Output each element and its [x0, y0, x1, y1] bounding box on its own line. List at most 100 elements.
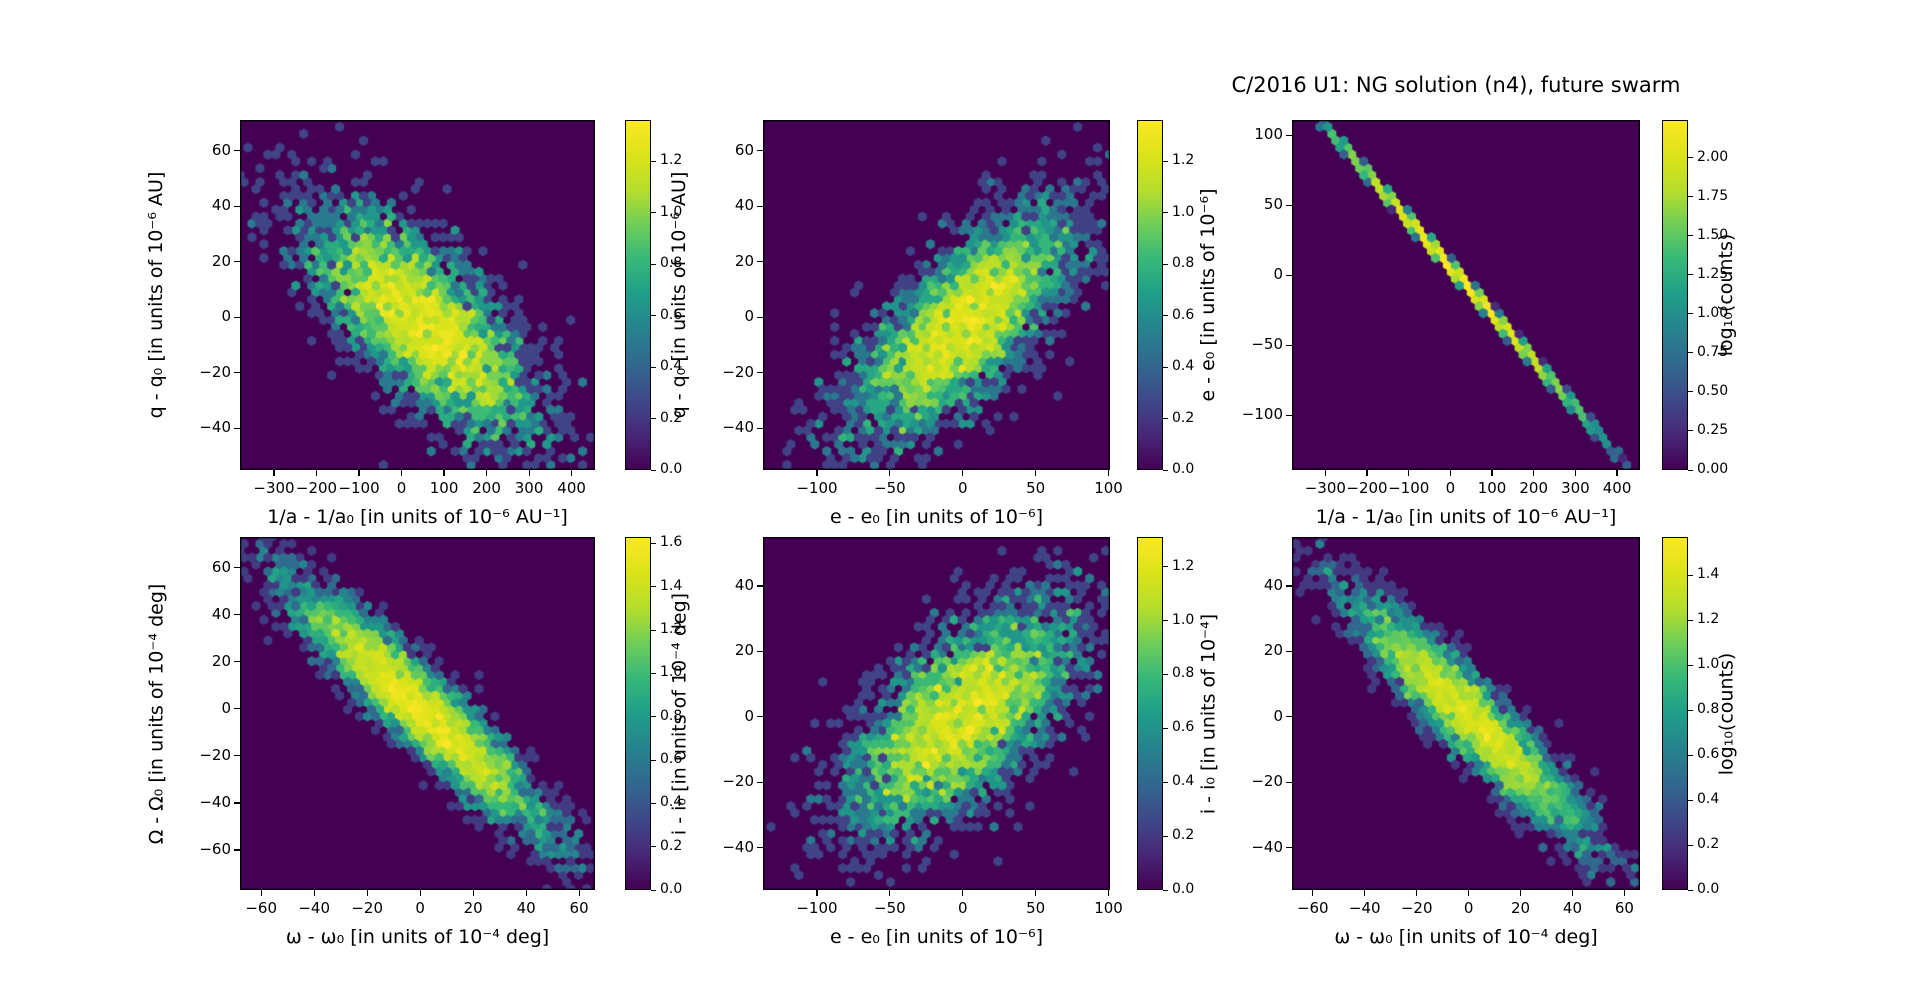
hexbin-plot-bottom-right — [1292, 537, 1640, 890]
y-tick-mark — [234, 614, 240, 616]
y-tick-label: −20 — [1251, 772, 1283, 791]
colorbar-tick-label: 2.00 — [1697, 148, 1729, 165]
colorbar-tick-mark — [1688, 889, 1693, 891]
y-tick-mark — [234, 661, 240, 663]
x-axis-label: e - e₀ [in units of 10⁻⁶] — [829, 926, 1044, 948]
x-tick-label: 20 — [463, 899, 483, 917]
x-tick-label: 0 — [1463, 899, 1474, 917]
x-tick-label: −50 — [874, 479, 906, 497]
colorbar-tick-mark — [651, 759, 656, 761]
x-tick-label: 300 — [514, 479, 544, 497]
y-tick-mark — [1286, 585, 1292, 587]
x-tick-mark — [400, 470, 403, 476]
y-tick-label: 40 — [211, 196, 231, 215]
y-tick-mark — [1286, 414, 1292, 416]
colorbar-tick-mark — [1688, 352, 1693, 354]
y-tick-label: −20 — [199, 362, 231, 381]
x-tick-label: 0 — [415, 899, 425, 917]
colorbar-tick-label: 0.4 — [1172, 773, 1195, 790]
y-tick-mark — [757, 781, 763, 783]
x-tick-label: 40 — [516, 899, 536, 917]
colorbar-tick-label: 0.4 — [1697, 791, 1720, 808]
x-tick-label: −100 — [796, 899, 838, 917]
hexbin-plot-bottom-middle — [763, 537, 1110, 890]
colorbar-tick-label: 1.0 — [1172, 203, 1195, 220]
x-axis-label: e - e₀ [in units of 10⁻⁶] — [829, 506, 1044, 528]
colorbar-tick-label: 0.8 — [1697, 701, 1720, 718]
y-tick-label: 0 — [744, 307, 754, 326]
colorbar-tick-mark — [1163, 469, 1168, 471]
colorbar-tick-label: 0.75 — [1697, 343, 1729, 360]
x-tick-label: −100 — [796, 479, 838, 497]
figure-title: C/2016 U1: NG solution (n4), future swar… — [1231, 73, 1681, 97]
y-tick-mark — [757, 585, 763, 587]
colorbar-tick-mark — [1163, 781, 1168, 783]
colorbar-tick-mark — [1688, 799, 1693, 801]
y-tick-label: 20 — [734, 251, 754, 270]
x-tick-mark — [358, 470, 360, 476]
colorbar-tick-label: 0.00 — [1697, 461, 1729, 477]
x-tick-mark — [1623, 890, 1625, 896]
y-tick-mark — [1286, 781, 1292, 783]
x-tick-mark — [443, 470, 445, 476]
colorbar-tick-mark — [651, 469, 656, 471]
x-tick-mark — [1107, 890, 1110, 896]
y-tick-label: −20 — [722, 772, 754, 791]
x-tick-mark — [315, 470, 318, 476]
y-tick-mark — [1286, 274, 1292, 276]
colorbar-tick-mark — [1163, 366, 1168, 368]
x-tick-mark — [1364, 890, 1366, 896]
x-tick-mark — [816, 890, 818, 896]
colorbar-tick-mark — [1163, 315, 1168, 317]
colorbar-top-middle — [1137, 120, 1163, 470]
colorbar-tick-label: 0.50 — [1697, 382, 1729, 399]
y-tick-label: 40 — [1263, 576, 1283, 595]
colorbar-tick-mark — [1163, 160, 1168, 162]
y-tick-mark — [234, 802, 240, 804]
y-tick-label: 60 — [734, 140, 754, 159]
colorbar-tick-label: 0.6 — [1697, 746, 1720, 763]
y-tick-mark — [234, 849, 240, 851]
x-tick-mark — [962, 470, 964, 476]
colorbar-tick-mark — [651, 160, 656, 162]
colorbar-tick-label: 1.0 — [1697, 656, 1720, 673]
y-tick-mark — [757, 316, 763, 318]
y-tick-mark — [234, 205, 240, 207]
y-tick-label: −40 — [1251, 837, 1283, 856]
y-tick-label: 40 — [734, 576, 754, 595]
y-tick-label: 0 — [221, 307, 231, 326]
colorbar-tick-mark — [1688, 313, 1693, 315]
y-tick-label: 0 — [1273, 265, 1283, 284]
x-tick-label: 60 — [1614, 899, 1634, 917]
colorbar-tick-label: 1.2 — [1697, 611, 1720, 628]
colorbar-tick-label: 1.0 — [660, 664, 683, 681]
colorbar-tick-label: 1.0 — [1172, 611, 1195, 628]
x-tick-mark — [1616, 470, 1618, 476]
colorbar-tick-mark — [1688, 574, 1693, 576]
colorbar-tick-mark — [651, 586, 656, 588]
x-tick-mark — [1366, 470, 1368, 476]
y-tick-mark — [757, 716, 763, 718]
x-tick-label: −60 — [245, 899, 278, 917]
x-tick-mark — [816, 470, 818, 476]
colorbar-tick-mark — [651, 629, 656, 631]
colorbar-tick-label: 1.2 — [1172, 557, 1195, 574]
y-tick-mark — [757, 372, 763, 374]
y-tick-mark — [234, 372, 240, 374]
colorbar-tick-mark — [1688, 664, 1693, 666]
colorbar-tick-label: 1.75 — [1697, 187, 1729, 204]
colorbar-tick-label: 0.6 — [660, 306, 683, 323]
colorbar-tick-mark — [651, 802, 656, 804]
x-tick-label: 50 — [1026, 899, 1046, 917]
x-tick-mark — [571, 470, 573, 476]
colorbar-bottom-left — [625, 537, 651, 890]
y-tick-label: −40 — [722, 837, 754, 856]
colorbar-tick-label: 0.0 — [1697, 881, 1720, 897]
y-tick-label: −20 — [722, 362, 754, 381]
x-tick-mark — [1408, 470, 1410, 476]
x-tick-mark — [1571, 890, 1574, 896]
colorbar-tick-mark — [1688, 274, 1693, 276]
x-tick-label: 0 — [957, 479, 968, 497]
colorbar-tick-mark — [1688, 430, 1693, 432]
